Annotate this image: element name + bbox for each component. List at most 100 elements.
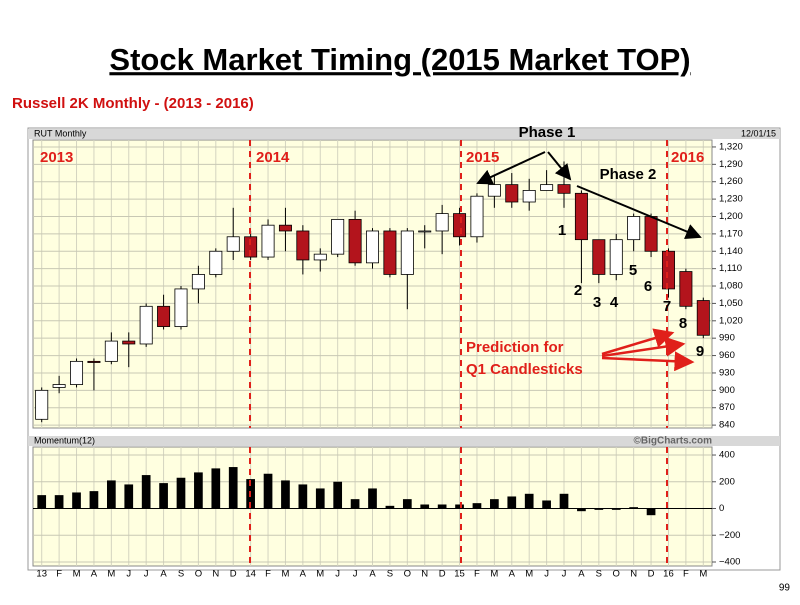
wave-label: 9 xyxy=(696,343,704,360)
bar xyxy=(402,499,412,509)
candle-body xyxy=(296,230,310,261)
candle-body xyxy=(366,230,379,264)
y-tick-label: 840 xyxy=(719,420,735,431)
x-tick-label: A xyxy=(300,569,307,580)
bar xyxy=(437,504,447,509)
y-tick-label: 930 xyxy=(719,367,735,378)
candle-body xyxy=(453,213,467,238)
bar xyxy=(315,488,325,509)
y-tick-label: 1,290 xyxy=(719,159,743,170)
candle-body xyxy=(174,288,188,327)
candle-body xyxy=(679,271,693,307)
x-tick-label: D xyxy=(439,569,446,580)
bar xyxy=(577,508,586,512)
bar xyxy=(385,505,395,509)
x-tick-label: M xyxy=(73,569,81,580)
x-tick-label: 15 xyxy=(454,569,465,580)
wave-label: 6 xyxy=(644,278,652,295)
prediction-label: Prediction for xyxy=(466,339,564,356)
bar xyxy=(333,481,343,509)
x-tick-label: F xyxy=(474,569,480,580)
x-tick-label: A xyxy=(91,569,98,580)
x-tick-label: M xyxy=(107,569,115,580)
bar xyxy=(37,495,47,509)
candle-body xyxy=(52,384,66,388)
wave-label: 1 xyxy=(558,222,566,239)
x-tick-label: S xyxy=(387,569,393,580)
bar xyxy=(211,468,221,509)
x-tick-label: A xyxy=(509,569,516,580)
x-tick-label: F xyxy=(56,569,62,580)
wave-label: 3 xyxy=(593,294,601,311)
x-tick-label: O xyxy=(613,569,620,580)
candle-body xyxy=(348,218,362,264)
bar xyxy=(611,508,621,510)
y-tick-label: 1,230 xyxy=(719,194,743,205)
annotations xyxy=(249,140,668,566)
arrow xyxy=(476,151,546,185)
bar xyxy=(490,499,499,509)
wave-label: 7 xyxy=(663,298,671,315)
x-tick-label: O xyxy=(195,569,202,580)
x-tick-label: A xyxy=(578,569,585,580)
arrow xyxy=(547,151,572,181)
bar xyxy=(106,480,116,509)
y-tick-label: 400 xyxy=(719,450,735,461)
candle-body xyxy=(470,195,484,238)
y-tick-label: 0 xyxy=(719,503,724,514)
bar xyxy=(507,496,517,509)
x-tick-label: 13 xyxy=(36,569,47,580)
x-tick-label: J xyxy=(544,569,549,580)
bar xyxy=(159,483,168,509)
y-tick-label: 1,320 xyxy=(719,141,743,152)
candle-body xyxy=(522,190,536,203)
candle-body xyxy=(87,360,101,363)
header-label: 12/01/15 xyxy=(741,128,776,138)
bar xyxy=(298,484,308,509)
y-tick-label: 1,020 xyxy=(719,315,743,326)
candle-body xyxy=(383,230,397,275)
x-tick-label: F xyxy=(683,569,689,580)
header-label: Momentum(12) xyxy=(34,435,95,445)
y-tick-label: 870 xyxy=(719,402,735,413)
wave-label: 2 xyxy=(574,282,582,299)
bar xyxy=(228,467,238,509)
x-tick-label: N xyxy=(421,569,428,580)
candle-body xyxy=(557,184,571,194)
arrow xyxy=(601,336,686,358)
arrows xyxy=(476,151,702,240)
candle-body xyxy=(278,224,292,232)
arrow xyxy=(601,351,695,372)
candle-body xyxy=(261,224,275,258)
bar xyxy=(559,493,569,509)
header-bar xyxy=(28,436,780,446)
candle-body xyxy=(157,305,171,327)
year-label: 2013 xyxy=(40,149,73,166)
candle-body xyxy=(644,216,658,252)
candle-body xyxy=(592,239,606,275)
x-tick-label: N xyxy=(212,569,219,580)
bar xyxy=(176,477,186,509)
y-tick-label: 1,080 xyxy=(719,281,743,292)
candle-body xyxy=(609,239,623,275)
arrow xyxy=(576,185,702,240)
plot: 8408709009309609901,0201,0501,0801,1101,… xyxy=(33,140,743,580)
x-tick-label: A xyxy=(369,569,376,580)
x-tick-label: J xyxy=(144,569,149,580)
y-tick-label: 900 xyxy=(719,385,735,396)
bar xyxy=(72,492,81,509)
x-tick-label: D xyxy=(230,569,237,580)
candle-body xyxy=(331,218,345,255)
candle-body xyxy=(400,230,414,275)
candle-body xyxy=(35,389,49,420)
bar xyxy=(420,504,430,509)
candle-body xyxy=(435,213,449,232)
x-tick-label: J xyxy=(335,569,340,580)
year-label: 2015 xyxy=(466,149,499,166)
x-tick-label: S xyxy=(178,569,184,580)
bar xyxy=(524,493,534,509)
wave-label: 4 xyxy=(610,294,619,311)
x-tick-label: A xyxy=(160,569,167,580)
